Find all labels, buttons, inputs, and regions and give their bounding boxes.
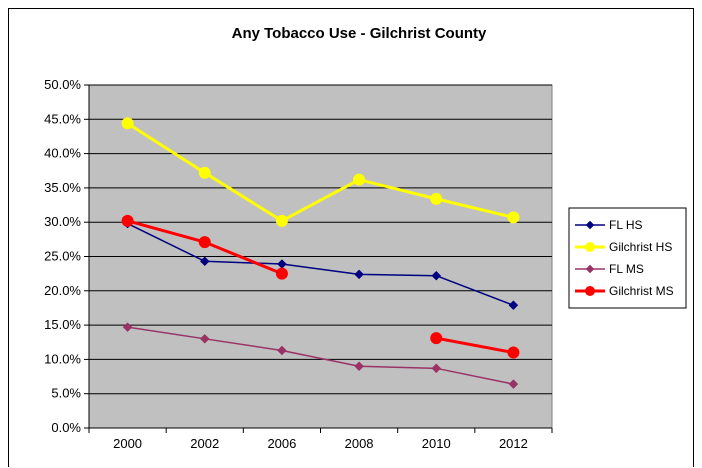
y-tick-label: 5.0%: [51, 386, 81, 401]
data-point: [431, 363, 442, 374]
data-point: [508, 300, 519, 311]
data-point: [198, 236, 211, 249]
legend-swatch-marker: [585, 264, 595, 274]
y-tick-label: 0.0%: [51, 420, 81, 435]
legend-label: Gilchrist HS: [609, 240, 672, 254]
legend-item: Gilchrist HS: [575, 240, 672, 254]
data-point: [430, 332, 443, 345]
x-tick-label: 2010: [422, 436, 451, 451]
series-line: [126, 122, 514, 223]
data-point: [122, 322, 133, 333]
y-tick-label: 35.0%: [44, 180, 81, 195]
series-gilchrist-ms: [121, 214, 520, 359]
y-tick-label: 15.0%: [44, 317, 81, 332]
data-point: [198, 166, 211, 179]
x-tick-label: 2008: [345, 436, 374, 451]
y-tick-label: 40.0%: [44, 146, 81, 161]
data-point: [277, 345, 287, 356]
data-point: [353, 173, 366, 186]
y-tick-label: 10.0%: [44, 351, 81, 366]
legend-label: FL MS: [609, 262, 644, 276]
data-point: [121, 117, 134, 130]
y-tick-label: 30.0%: [44, 214, 81, 229]
legend-item: FL MS: [575, 262, 644, 276]
data-point: [507, 211, 520, 224]
y-tick-label: 25.0%: [44, 249, 81, 264]
data-point: [275, 214, 288, 227]
legend-label: Gilchrist MS: [609, 284, 674, 298]
data-point: [508, 379, 519, 389]
chart-frame: Any Tobacco Use - Gilchrist County 0.0% 5…: [8, 8, 694, 467]
x-tick-label: 2002: [190, 436, 219, 451]
data-point: [507, 346, 520, 359]
x-tick-label: 2006: [267, 436, 296, 451]
data-point: [354, 269, 364, 280]
chart-title: Any Tobacco Use - Gilchrist County: [232, 25, 487, 42]
series-line: [127, 326, 514, 385]
series-line: [127, 222, 514, 306]
series-fl-ms: [122, 322, 519, 389]
series-gilchrist-hs: [121, 117, 520, 227]
x-tick-label: 2012: [499, 436, 528, 451]
y-tick-label: 45.0%: [44, 111, 81, 126]
legend-swatch-marker: [585, 242, 595, 252]
legend-label: FL HS: [609, 218, 643, 232]
data-point: [199, 256, 210, 267]
data-point: [275, 267, 288, 280]
y-tick-label: 20.0%: [44, 283, 81, 298]
data-point: [199, 333, 210, 344]
y-tick-label: 50.0%: [44, 77, 81, 92]
data-point: [430, 192, 443, 205]
line-chart: Any Tobacco Use - Gilchrist County 0.0% 5…: [44, 25, 687, 451]
legend-swatch-marker: [585, 220, 595, 230]
data-point: [354, 361, 364, 372]
x-tick-label: 2000: [113, 436, 142, 451]
legend-item: Gilchrist MS: [575, 284, 674, 298]
series-line: [435, 336, 514, 355]
legend-item: FL HS: [575, 218, 643, 232]
data-point: [121, 214, 134, 227]
data-point: [431, 270, 442, 281]
legend-swatch-marker: [585, 286, 595, 296]
